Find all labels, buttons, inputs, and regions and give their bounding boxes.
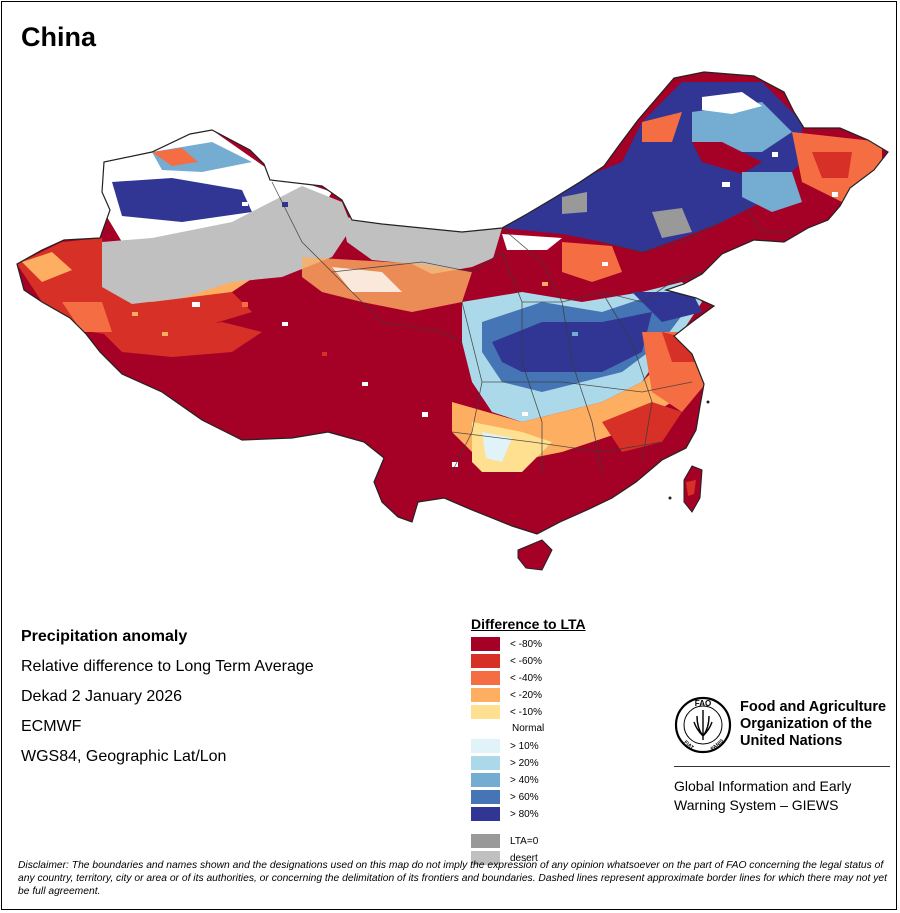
legend: Difference to LTA < -80% < -60% < -40% <… [471, 616, 631, 865]
legend-item: < -20% [471, 688, 542, 702]
fao-logo: FAO FIAT PANIS [674, 696, 732, 754]
fao-divider [674, 766, 890, 767]
legend-item: > 10% [471, 739, 539, 753]
legend-item: < -60% [471, 654, 542, 668]
fao-logo-fiat-text: FIAT [683, 739, 695, 751]
legend-item: < -10% [471, 705, 542, 719]
legend-label: < -20% [510, 689, 542, 701]
fao-logo-fao-text: FAO [695, 699, 711, 708]
legend-title: Difference to LTA [471, 616, 586, 632]
legend-item: > 20% [471, 756, 539, 770]
legend-label: > 40% [510, 774, 539, 786]
info-line-source: ECMWF [21, 718, 82, 735]
legend-label: > 10% [510, 740, 539, 752]
legend-swatch [471, 637, 500, 651]
legend-swatch [471, 851, 500, 865]
legend-label: < -10% [510, 706, 542, 718]
legend-swatch [471, 671, 500, 685]
legend-swatch [471, 739, 500, 753]
legend-swatch [471, 705, 500, 719]
legend-swatch [471, 834, 500, 848]
legend-item: > 80% [471, 807, 539, 821]
legend-label: < -60% [510, 655, 542, 667]
info-line-period: Dekad 2 January 2026 [21, 688, 182, 705]
fao-name: Food and Agriculture Organization of the… [740, 699, 887, 749]
legend-label: desert [510, 852, 538, 864]
legend-swatch [471, 790, 500, 804]
legend-swatch [471, 807, 500, 821]
legend-label: > 20% [510, 757, 539, 769]
legend-swatch [471, 773, 500, 787]
legend-item: desert [471, 851, 538, 865]
legend-label: LTA=0 [510, 835, 539, 847]
map-title: China [21, 22, 97, 52]
legend-swatch [471, 756, 500, 770]
legend-normal-label: Normal [512, 723, 545, 734]
giews-name: Global Information and Early Warning Sys… [674, 778, 852, 813]
legend-item: < -80% [471, 637, 542, 651]
legend-item: > 60% [471, 790, 539, 804]
legend-label: < -80% [510, 638, 542, 650]
legend-item: LTA=0 [471, 834, 538, 848]
legend-label: > 60% [510, 791, 539, 803]
info-line-projection: WGS84, Geographic Lat/Lon [21, 748, 227, 765]
fao-logo-panis-text: PANIS [710, 738, 726, 753]
info-line-description: Relative difference to Long Term Average [21, 658, 314, 675]
legend-label: < -40% [510, 672, 542, 684]
legend-swatch [471, 688, 500, 702]
info-heading: Precipitation anomaly [21, 628, 188, 645]
legend-item: > 40% [471, 773, 539, 787]
legend-label: > 80% [510, 808, 539, 820]
legend-item: < -40% [471, 671, 542, 685]
precipitation-map [16, 71, 889, 571]
legend-swatch [471, 654, 500, 668]
map-info: Precipitation anomaly Relative differenc… [21, 622, 314, 772]
disclaimer: Disclaimer: The boundaries and names sho… [18, 860, 887, 897]
